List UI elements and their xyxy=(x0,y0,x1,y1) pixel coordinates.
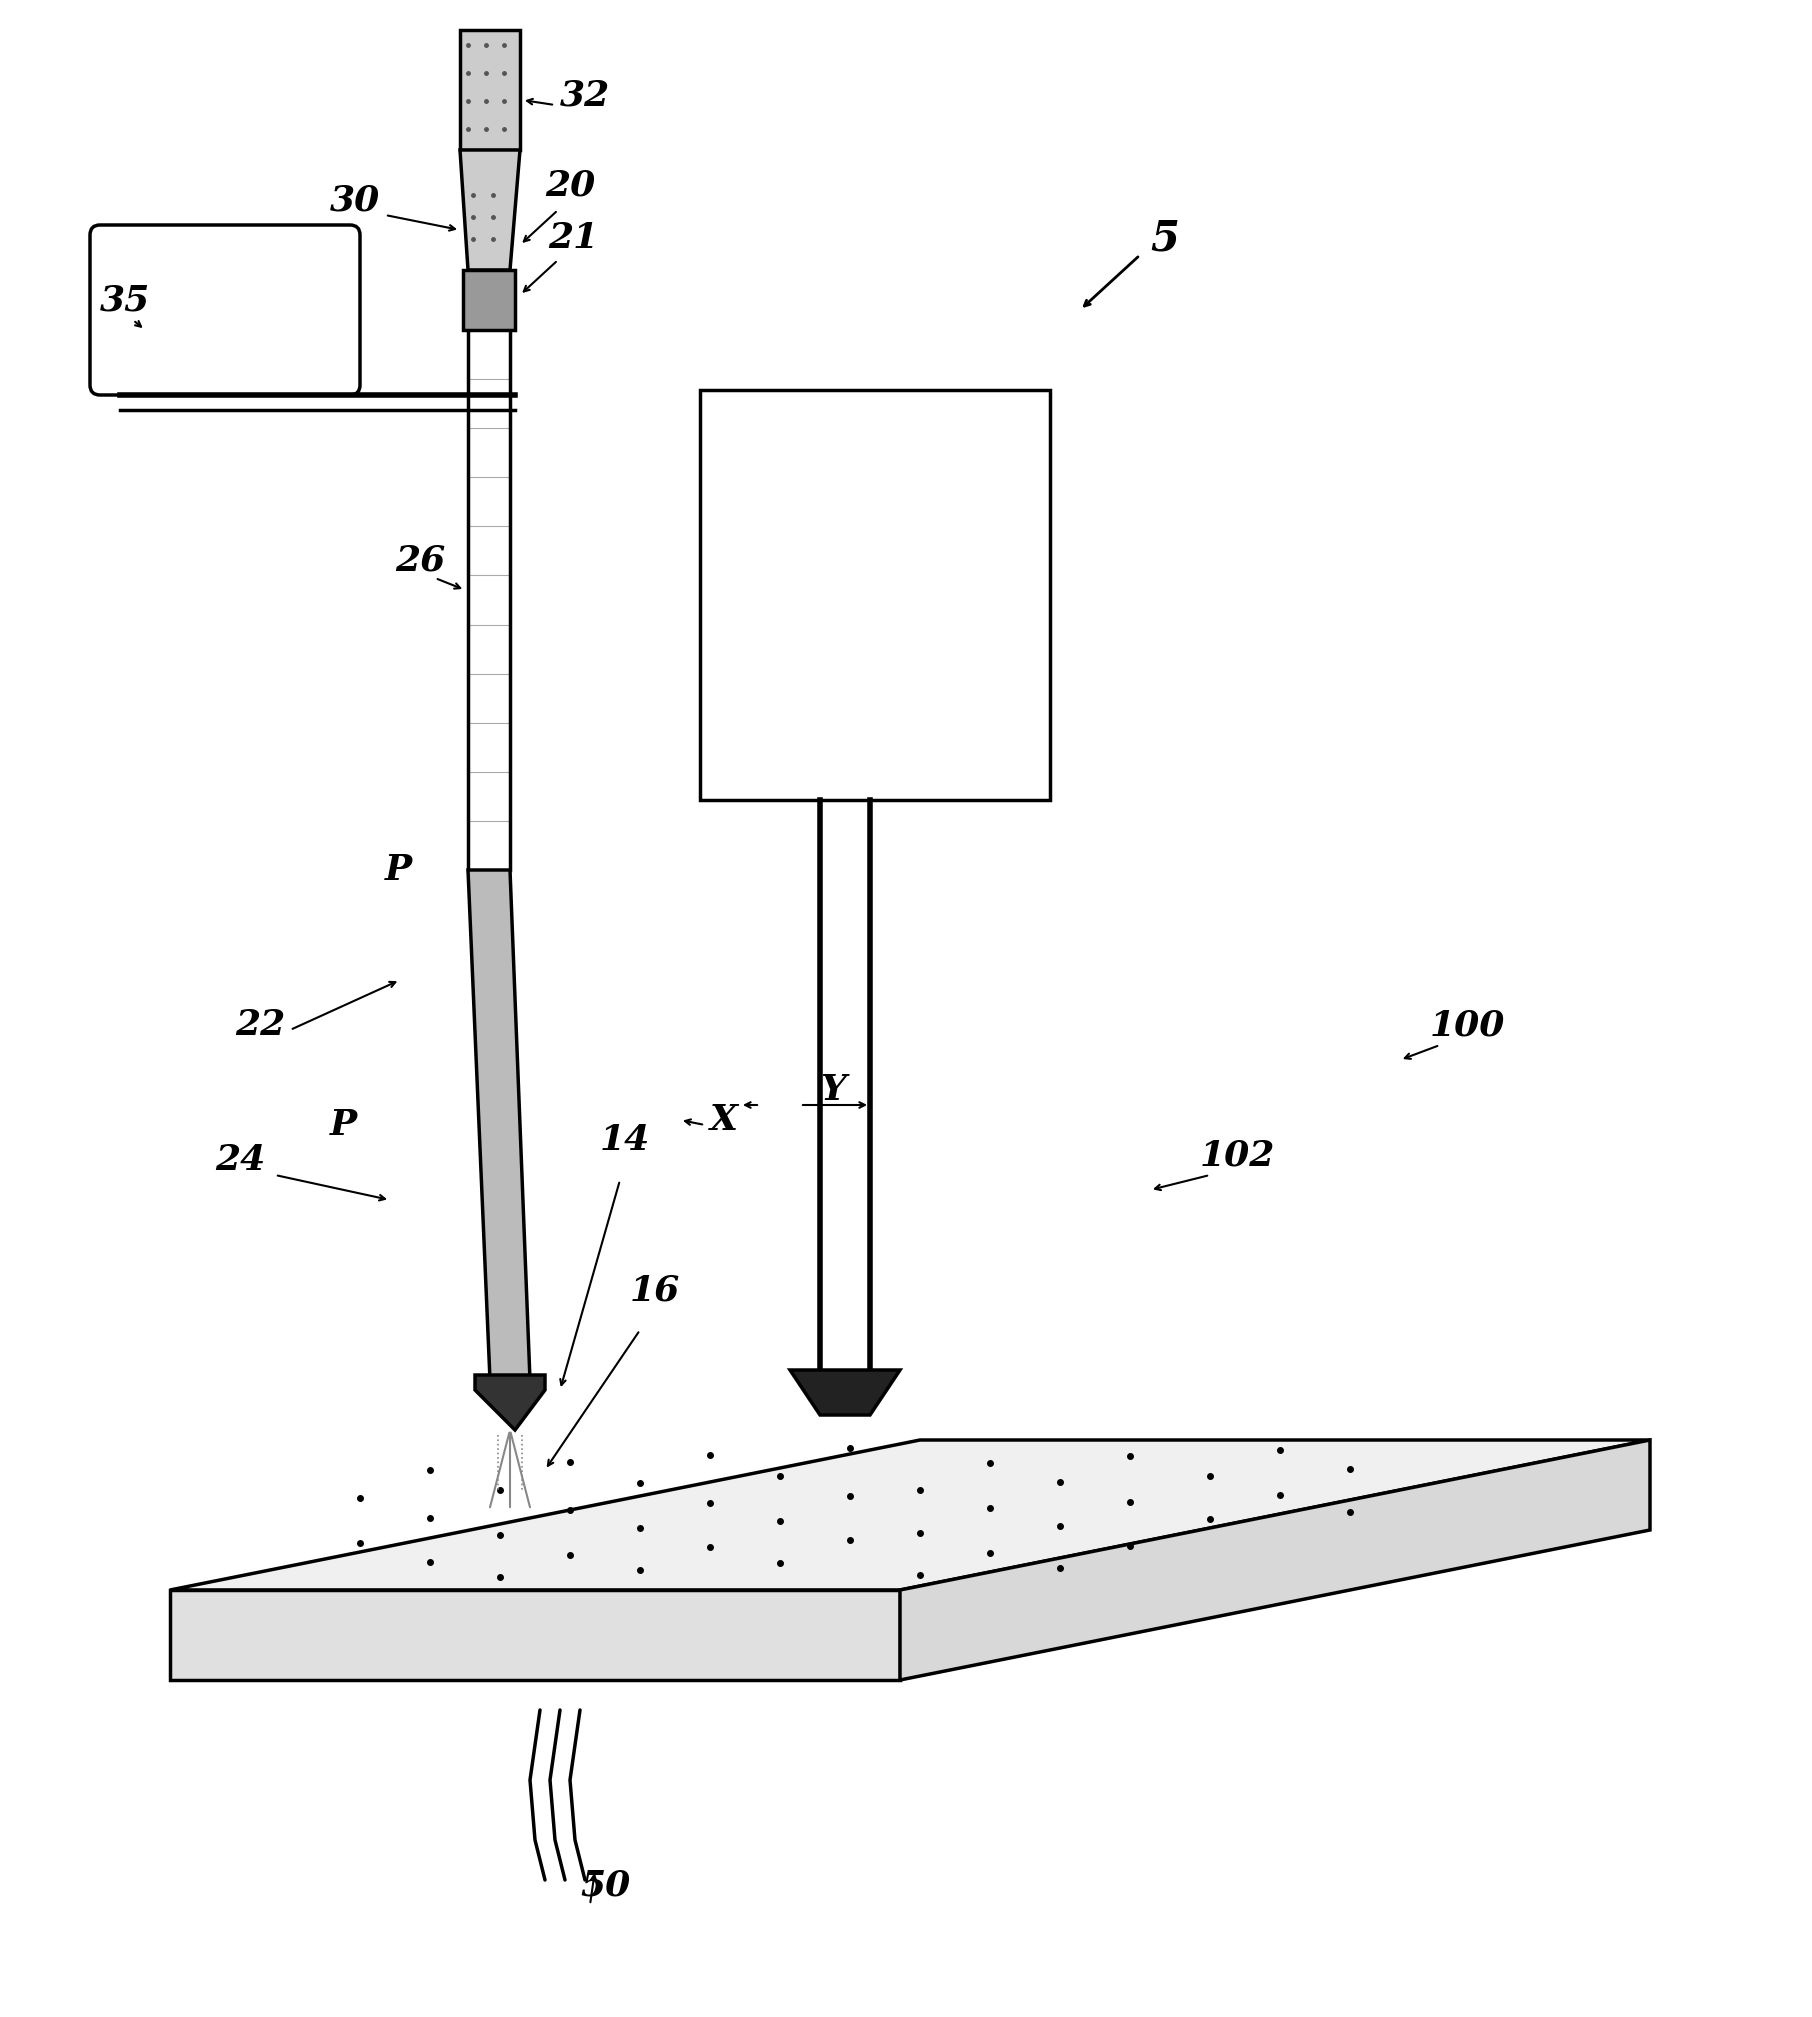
Text: 20: 20 xyxy=(545,167,596,202)
Text: 10: 10 xyxy=(1000,532,1051,567)
Text: 21: 21 xyxy=(547,222,598,254)
Text: 32: 32 xyxy=(560,79,611,113)
Text: X: X xyxy=(710,1103,737,1138)
FancyBboxPatch shape xyxy=(91,226,361,395)
Text: Y: Y xyxy=(821,1073,846,1107)
Text: 35: 35 xyxy=(100,282,150,317)
Text: 22: 22 xyxy=(236,1008,284,1043)
Polygon shape xyxy=(170,1440,1651,1589)
Polygon shape xyxy=(464,270,515,331)
Polygon shape xyxy=(460,149,520,270)
Text: 100: 100 xyxy=(1430,1008,1506,1043)
Text: 5: 5 xyxy=(1151,218,1180,258)
Polygon shape xyxy=(901,1440,1651,1680)
Text: 16: 16 xyxy=(631,1273,680,1307)
Text: 24: 24 xyxy=(216,1144,265,1178)
Polygon shape xyxy=(790,1370,901,1416)
Text: 30: 30 xyxy=(330,184,381,218)
Text: 50: 50 xyxy=(580,1868,631,1902)
Text: 102: 102 xyxy=(1200,1138,1276,1172)
Text: P: P xyxy=(330,1107,357,1142)
Text: 26: 26 xyxy=(395,543,446,577)
Polygon shape xyxy=(475,1376,545,1430)
Text: P: P xyxy=(384,853,411,887)
Text: 14: 14 xyxy=(600,1123,651,1158)
Bar xyxy=(699,389,1049,801)
Polygon shape xyxy=(170,1589,901,1680)
Bar xyxy=(460,30,520,149)
Polygon shape xyxy=(467,869,529,1380)
